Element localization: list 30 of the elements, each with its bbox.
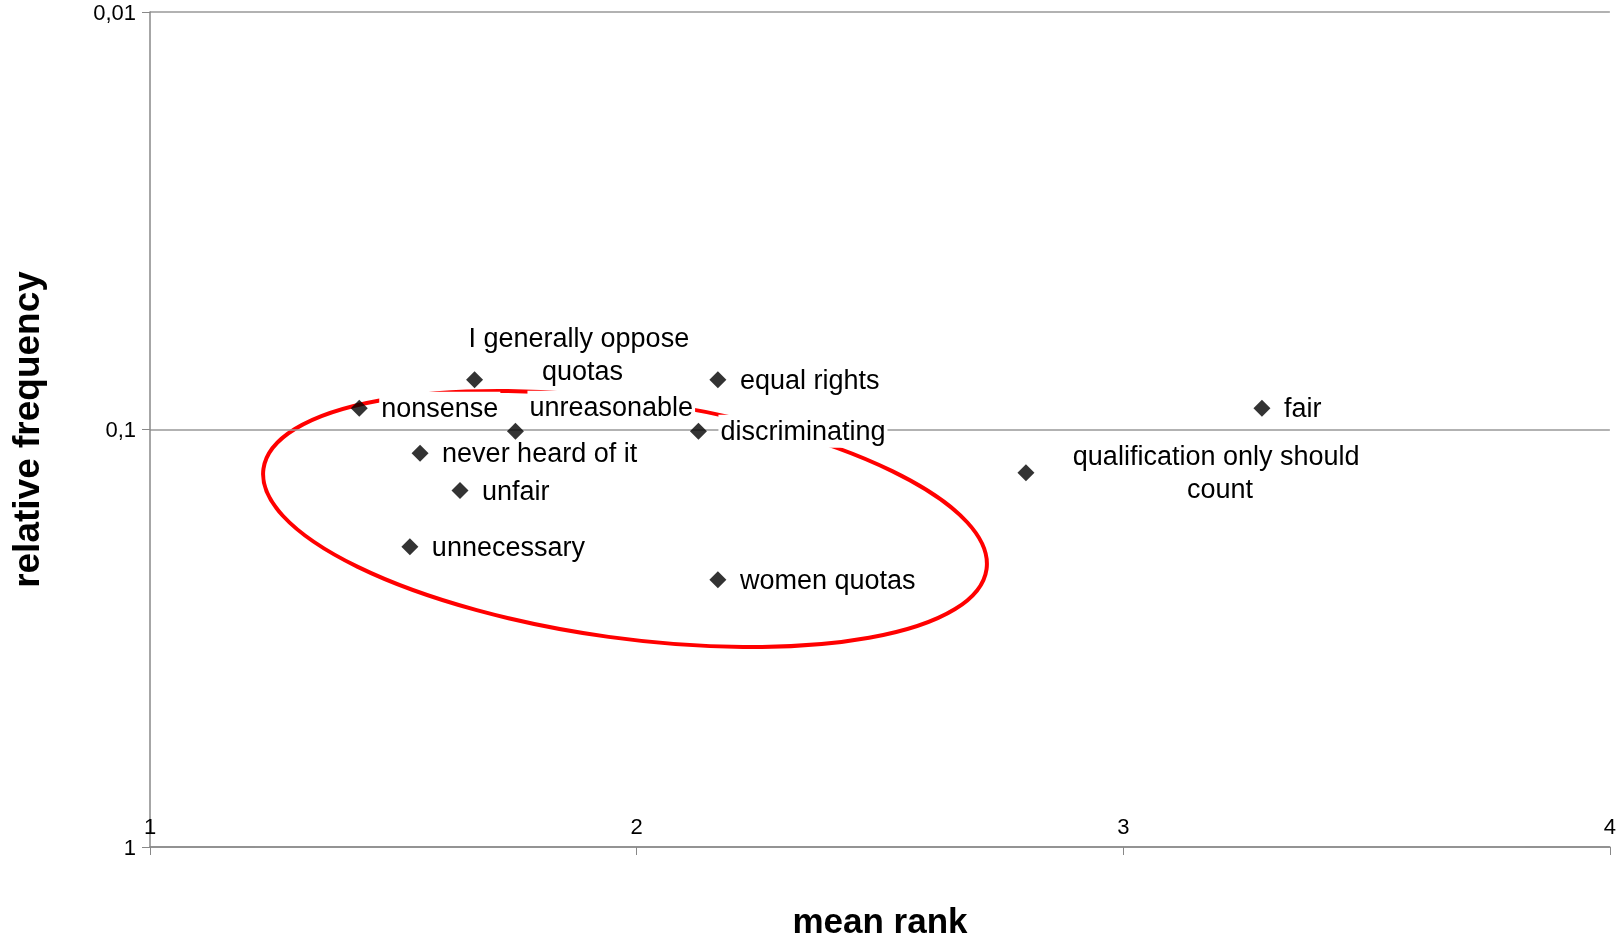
annotation: discriminating xyxy=(720,416,886,447)
y-tick-label: 1 xyxy=(123,834,136,860)
annotation: women quotas xyxy=(738,564,916,595)
point xyxy=(709,371,727,389)
x-tick-label: 1 xyxy=(143,813,157,839)
x-tick-label: 4 xyxy=(1603,813,1617,839)
point xyxy=(350,399,368,417)
point xyxy=(466,371,484,389)
annotation: unreasonable xyxy=(529,392,694,423)
annotation: never heard of it xyxy=(442,438,638,469)
annotation: unnecessary xyxy=(431,531,586,562)
annotation: unfair xyxy=(481,475,550,506)
point xyxy=(451,482,469,500)
annotation: equal rights xyxy=(739,364,880,395)
annotation: nonsense xyxy=(381,393,499,424)
y-tick-label: 0,1 xyxy=(105,417,136,442)
point xyxy=(1253,399,1271,417)
y-axis-title: relative frequency xyxy=(6,270,47,588)
x-tick-label: 2 xyxy=(630,813,643,839)
annotation: qualification only should count xyxy=(1072,441,1368,505)
annotation: fair xyxy=(1283,393,1322,424)
point xyxy=(689,422,707,440)
x-axis-title: mean rank xyxy=(792,901,969,940)
point xyxy=(709,571,727,589)
point xyxy=(506,422,524,440)
point xyxy=(411,444,429,462)
point xyxy=(1017,464,1035,482)
point xyxy=(401,538,419,556)
y-tick-label: 0,01 xyxy=(93,0,136,25)
x-tick-label: 3 xyxy=(1117,813,1130,839)
